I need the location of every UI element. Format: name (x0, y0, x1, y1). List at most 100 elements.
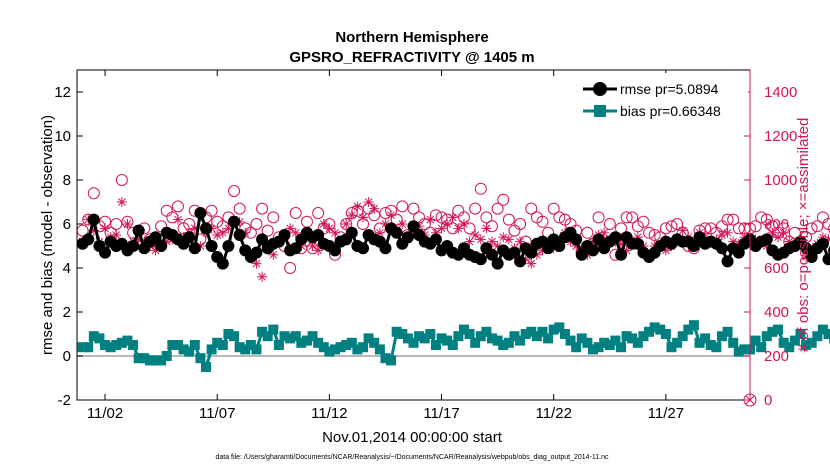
asterisk-stroke (678, 226, 687, 235)
obs-assimilated-point (475, 234, 486, 245)
asterisk-stroke (174, 215, 182, 224)
bias-point (453, 331, 464, 342)
asterisk-stroke (353, 202, 362, 211)
bias-point (200, 362, 211, 372)
bias-point (195, 353, 206, 364)
bias-point (638, 331, 649, 342)
bias-point (823, 329, 830, 339)
y-left-tick-label: 10 (54, 128, 71, 145)
bias-point (122, 335, 133, 346)
series-layer (76, 174, 830, 372)
bias-point (442, 335, 453, 346)
bias-point (458, 324, 469, 335)
rmse-point (216, 257, 229, 270)
ticks-layer: 11/02 11/07 11/12 11/17 11/22 11/27 -2 0 2 4 6 8 10 1… (54, 70, 797, 422)
x-tick-label: 11/12 (311, 405, 347, 422)
rmse-point (328, 244, 341, 257)
bias-point (492, 335, 503, 346)
legend-bias-marker (594, 105, 606, 117)
bias-point (644, 326, 655, 337)
bias-point (475, 331, 486, 342)
bias-point (587, 344, 598, 355)
y-right-tick-label: 400 (764, 304, 789, 321)
rmse-point (401, 231, 414, 244)
obs-assimilated-point (386, 210, 397, 221)
obs-possible-point (828, 224, 830, 233)
rmse-point (429, 233, 442, 246)
obs-assimilated-point (778, 227, 789, 238)
bias-point (273, 340, 284, 350)
y-left-tick-label: 0 (63, 348, 71, 365)
legend-box (578, 73, 748, 123)
asterisk-stroke (448, 213, 457, 222)
asterisk-stroke (101, 224, 109, 233)
obs-possible-point (620, 211, 633, 224)
bias-point (150, 355, 161, 366)
rmse-point (687, 240, 700, 252)
obs-possible-point (228, 185, 241, 197)
rmse-point (514, 255, 527, 268)
bias-point (425, 329, 436, 339)
obs-assimilated-point (172, 214, 183, 225)
obs-possible-point (469, 202, 482, 215)
x-axis-label: Nov.01,2014 00:00:00 start (322, 429, 503, 446)
bias-point (234, 342, 245, 353)
asterisk-stroke (398, 220, 407, 228)
rmse-point (715, 242, 728, 255)
y-axis-left-label: rmse and bias (model - observation) (39, 115, 56, 355)
y-right-tick-label: 1400 (764, 84, 797, 101)
obs-possible-point (233, 202, 246, 215)
bias-point (144, 355, 155, 366)
bias-point (616, 342, 627, 353)
bias-point (666, 342, 677, 353)
asterisk-stroke (308, 242, 317, 250)
rmse-point (233, 229, 246, 241)
bias-point (172, 340, 183, 350)
chart-subtitle: GPSRO_REFRACTIVITY @ 1405 m (289, 49, 534, 66)
asterisk-stroke (291, 228, 300, 237)
bias-point (402, 333, 413, 344)
bias-point (543, 333, 554, 344)
asterisk-stroke (516, 237, 524, 246)
obs-assimilated-point (369, 203, 380, 214)
bias-point (789, 335, 800, 346)
rmse-point (132, 224, 145, 237)
bias-point (167, 340, 178, 350)
rmse-point (474, 253, 487, 266)
rmse-point (345, 226, 358, 239)
obs-possible-point (581, 226, 594, 239)
obs-possible-point (553, 211, 566, 224)
rmse-point (289, 242, 302, 255)
bias-point (565, 335, 576, 346)
bias-point (817, 324, 828, 335)
obs-possible-point (115, 174, 128, 186)
rmse-point (149, 231, 162, 244)
rmse-point (278, 229, 291, 241)
data-file-footnote: data file: /Users/gharamti/Documents/NCA… (215, 454, 609, 461)
bias-point (520, 329, 531, 339)
obs-possible-point (592, 211, 605, 224)
obs-assimilated-point (503, 234, 514, 245)
bias-point (257, 326, 268, 337)
rmse-point (800, 242, 813, 255)
bias-point (627, 333, 638, 344)
bias-point (324, 346, 335, 357)
bias-point (694, 337, 705, 348)
bias-point (335, 342, 346, 353)
asterisk-stroke (123, 220, 132, 228)
obs-possible-point (648, 229, 661, 241)
rmse-point (586, 244, 599, 257)
asterisk-stroke (460, 220, 468, 228)
obs-possible-point (755, 211, 768, 224)
bias-point (240, 344, 251, 355)
y-right-tick-label: 600 (764, 260, 789, 277)
obs-possible-point (805, 222, 818, 235)
x-tick-label: 11/22 (535, 405, 571, 422)
rmse-point (732, 246, 745, 259)
obs-possible-point (205, 204, 218, 217)
obs-assimilated-point (352, 201, 363, 212)
obs-assimilated-point (436, 223, 447, 234)
obs-possible-point (643, 226, 656, 239)
bias-point (778, 337, 789, 348)
asterisk-stroke (499, 233, 508, 242)
